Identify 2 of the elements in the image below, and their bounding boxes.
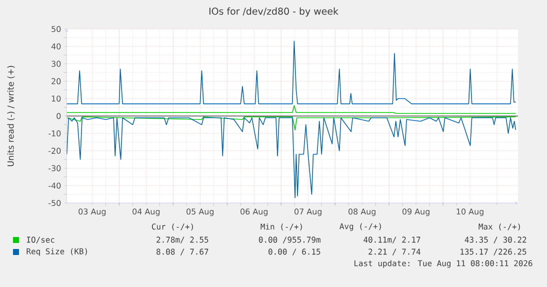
- chart-title: IOs for /dev/zd80 - by week: [209, 7, 338, 17]
- y-axis-title: Units read (-) / write (+): [7, 66, 15, 166]
